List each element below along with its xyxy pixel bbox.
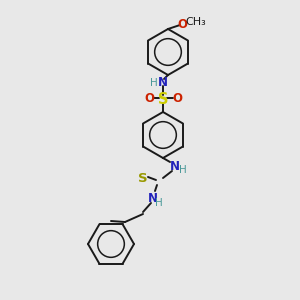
Text: H: H (155, 198, 163, 208)
Text: H: H (150, 78, 158, 88)
Text: N: N (170, 160, 180, 172)
Text: N: N (148, 191, 158, 205)
Text: H: H (179, 165, 187, 175)
Text: O: O (144, 92, 154, 104)
Text: S: S (158, 92, 168, 106)
Text: CH₃: CH₃ (186, 17, 206, 27)
Text: S: S (138, 172, 148, 184)
Text: O: O (172, 92, 182, 104)
Text: O: O (177, 17, 187, 31)
Text: N: N (158, 76, 168, 89)
